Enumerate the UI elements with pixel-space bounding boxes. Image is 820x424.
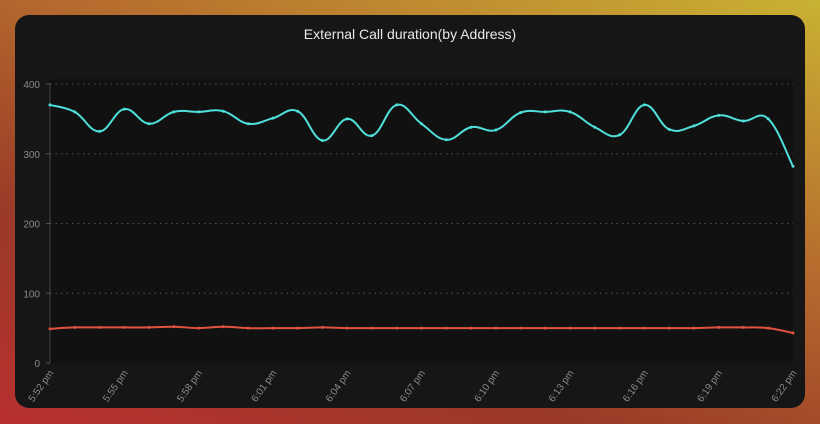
data-point (667, 127, 671, 131)
data-point (271, 326, 275, 330)
data-point (345, 326, 349, 330)
data-point (172, 325, 176, 329)
data-point (197, 110, 201, 114)
data-point (420, 122, 423, 126)
data-point (370, 326, 374, 330)
data-point (469, 125, 473, 129)
y-tick-label: 100 (23, 289, 40, 300)
data-point (221, 109, 225, 113)
x-tick-label: 6:07 pm (398, 368, 428, 404)
data-point (642, 326, 646, 330)
data-point (568, 326, 572, 330)
y-tick-label: 300 (23, 150, 40, 161)
data-point (519, 111, 523, 115)
data-point (296, 109, 300, 113)
data-point (172, 110, 176, 114)
data-point (444, 138, 448, 142)
data-point (73, 110, 77, 114)
data-point (667, 326, 671, 330)
data-point (197, 326, 201, 330)
x-tick-label: 6:13 pm (547, 368, 577, 404)
data-point (48, 327, 52, 331)
x-tick-label: 6:19 pm (695, 368, 725, 404)
data-point (345, 117, 349, 121)
data-point (296, 326, 300, 330)
chart-title: External Call duration(by Address) (303, 26, 517, 42)
data-point (122, 325, 126, 329)
data-point (741, 325, 745, 329)
data-point (221, 325, 225, 329)
x-tick-label: 6:04 pm (324, 368, 354, 404)
x-tick-label: 6:01 pm (250, 368, 280, 404)
plot-area (50, 79, 793, 363)
data-point (568, 110, 572, 114)
data-point (741, 119, 745, 123)
data-point (692, 124, 696, 128)
data-point (593, 326, 597, 330)
data-point (766, 326, 770, 330)
y-tick-label: 0 (34, 359, 40, 370)
data-point (618, 326, 622, 330)
x-tick-label: 5:55 pm (101, 368, 131, 404)
data-point (73, 325, 77, 329)
x-tick-label: 6:22 pm (770, 368, 800, 404)
data-point (395, 326, 399, 330)
data-point (48, 103, 52, 107)
data-point (717, 113, 721, 117)
data-point (593, 125, 597, 129)
data-point (519, 326, 523, 330)
data-point (543, 110, 547, 114)
data-point (246, 326, 250, 330)
data-point (494, 326, 498, 330)
data-point (791, 331, 795, 335)
data-point (692, 326, 696, 330)
data-point (766, 117, 770, 121)
data-point (320, 325, 324, 329)
y-tick-label: 200 (23, 220, 40, 231)
x-tick-label: 6:10 pm (473, 368, 503, 404)
data-point (543, 326, 547, 330)
data-point (122, 107, 126, 111)
x-tick-label: 5:58 pm (175, 368, 205, 404)
data-point (642, 103, 646, 107)
data-point (147, 122, 151, 126)
data-point (271, 116, 275, 120)
x-tick-label: 6:16 pm (621, 368, 651, 404)
data-point (147, 325, 151, 329)
data-point (320, 138, 324, 142)
data-point (98, 129, 102, 133)
data-point (246, 122, 250, 126)
x-tick-label: 5:52 pm (27, 368, 57, 404)
y-tick-label: 400 (23, 80, 40, 91)
data-point (420, 326, 423, 330)
data-point (469, 326, 473, 330)
data-point (395, 103, 399, 107)
data-point (618, 133, 622, 137)
data-point (494, 128, 498, 132)
data-point (791, 164, 795, 168)
data-point (444, 326, 448, 330)
data-point (370, 134, 374, 138)
data-point (717, 325, 721, 329)
data-point (98, 325, 102, 329)
